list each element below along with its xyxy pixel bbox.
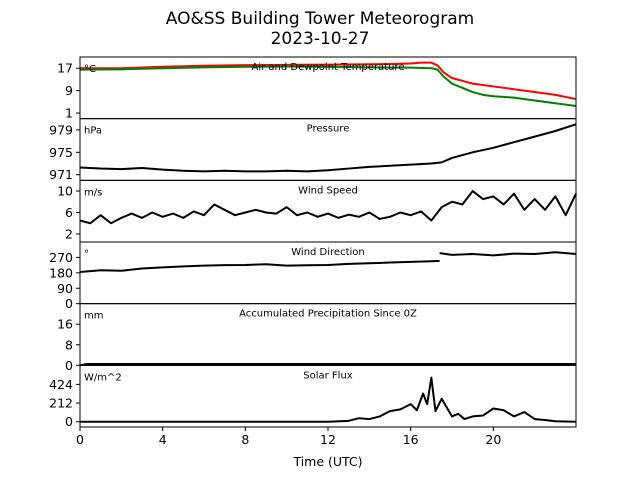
panel-4: 0 8 16 mm Accumulated Precipitation Since 0Z [57,303,577,373]
panel-0-series-1-line [79,65,577,108]
panel-2-ytick-label-1: 6 [65,205,73,220]
panel-4-ytick-label-0: 0 [65,358,73,373]
panel-1-series-0-line [79,123,577,173]
panel-1-ytick-label-0: 971 [49,167,73,182]
panel-5-ytick-label-2: 424 [49,377,73,392]
panel-5-unit-label: W/m^2 [84,372,122,383]
panel-3-title: Wind Direction [291,247,365,258]
panel-5-ytick-label-1: 212 [49,396,73,411]
panel-2-title: Wind Speed [298,185,358,196]
panel-0-unit-label: °C [84,64,96,75]
panel-1: 971 975 979 hPa Pressure [49,118,577,182]
x-tick-label-3: 12 [320,432,336,447]
x-tick-label-0: 0 [76,432,84,447]
panel-0-title: Air and Dewpoint Temperature [252,62,405,73]
panel-1-ytick-label-2: 979 [49,122,73,137]
panel-3-ytick-label-1: 90 [57,281,73,296]
panel-3-series-1-line [439,251,577,257]
chart-subtitle: 2023-10-27 [271,29,370,49]
panel-2-series-0-line [79,190,577,225]
panel-3-unit-label: ° [84,249,89,260]
panel-0-series-0-line [80,61,577,101]
x-tick-label-5: 20 [485,432,501,447]
x-axis: 0 4 8 12 16 20 [76,427,501,447]
panel-2-unit-label: m/s [84,187,102,198]
panel-1-title: Pressure [307,124,350,135]
chart-title: AO&SS Building Tower Meteorogram [166,9,474,29]
x-tick-label-4: 16 [403,432,419,447]
panel-4-unit-label: mm [84,311,103,322]
panel-2: 2 6 10 m/s Wind Speed [57,179,577,243]
panel-0: 1 9 17 °C Air and Dewpoint Temperature [57,56,577,121]
panel-0-ytick-label-2: 17 [57,61,73,76]
panel-4-ytick-label-1: 8 [65,337,73,352]
x-tick-label-1: 4 [159,432,167,447]
panel-5-series-0-line [80,376,577,423]
panel-3-series-0-line [79,259,440,273]
panel-3-ytick-label-2: 180 [49,265,73,280]
panel-1-ytick-label-1: 975 [49,145,73,160]
panel-4-ytick-label-2: 16 [57,317,73,332]
panel-3-ytick-label-0: 0 [65,296,73,311]
x-axis-label: Time (UTC) [292,454,362,469]
panel-4-series-0-line [79,363,576,367]
panel-0-ytick-label-1: 9 [65,83,73,98]
panel-1-unit-label: hPa [84,126,102,137]
panel-3-ytick-label-3: 270 [49,250,73,265]
x-tick-label-2: 8 [241,432,249,447]
panels-group: 1 9 17 °C Air and Dewpoint Temperature 971 975… [49,56,577,429]
panel-0-ytick-label-0: 1 [65,106,73,121]
panel-5-title: Solar Flux [303,370,353,381]
panel-5: 0 212 424 W/m^2 Solar Flux [49,364,577,429]
panel-5-ytick-label-0: 0 [65,414,73,429]
panel-4-title: Accumulated Precipitation Since 0Z [239,309,417,320]
panel-2-ytick-label-0: 2 [65,226,73,241]
panel-2-ytick-label-2: 10 [57,184,73,199]
